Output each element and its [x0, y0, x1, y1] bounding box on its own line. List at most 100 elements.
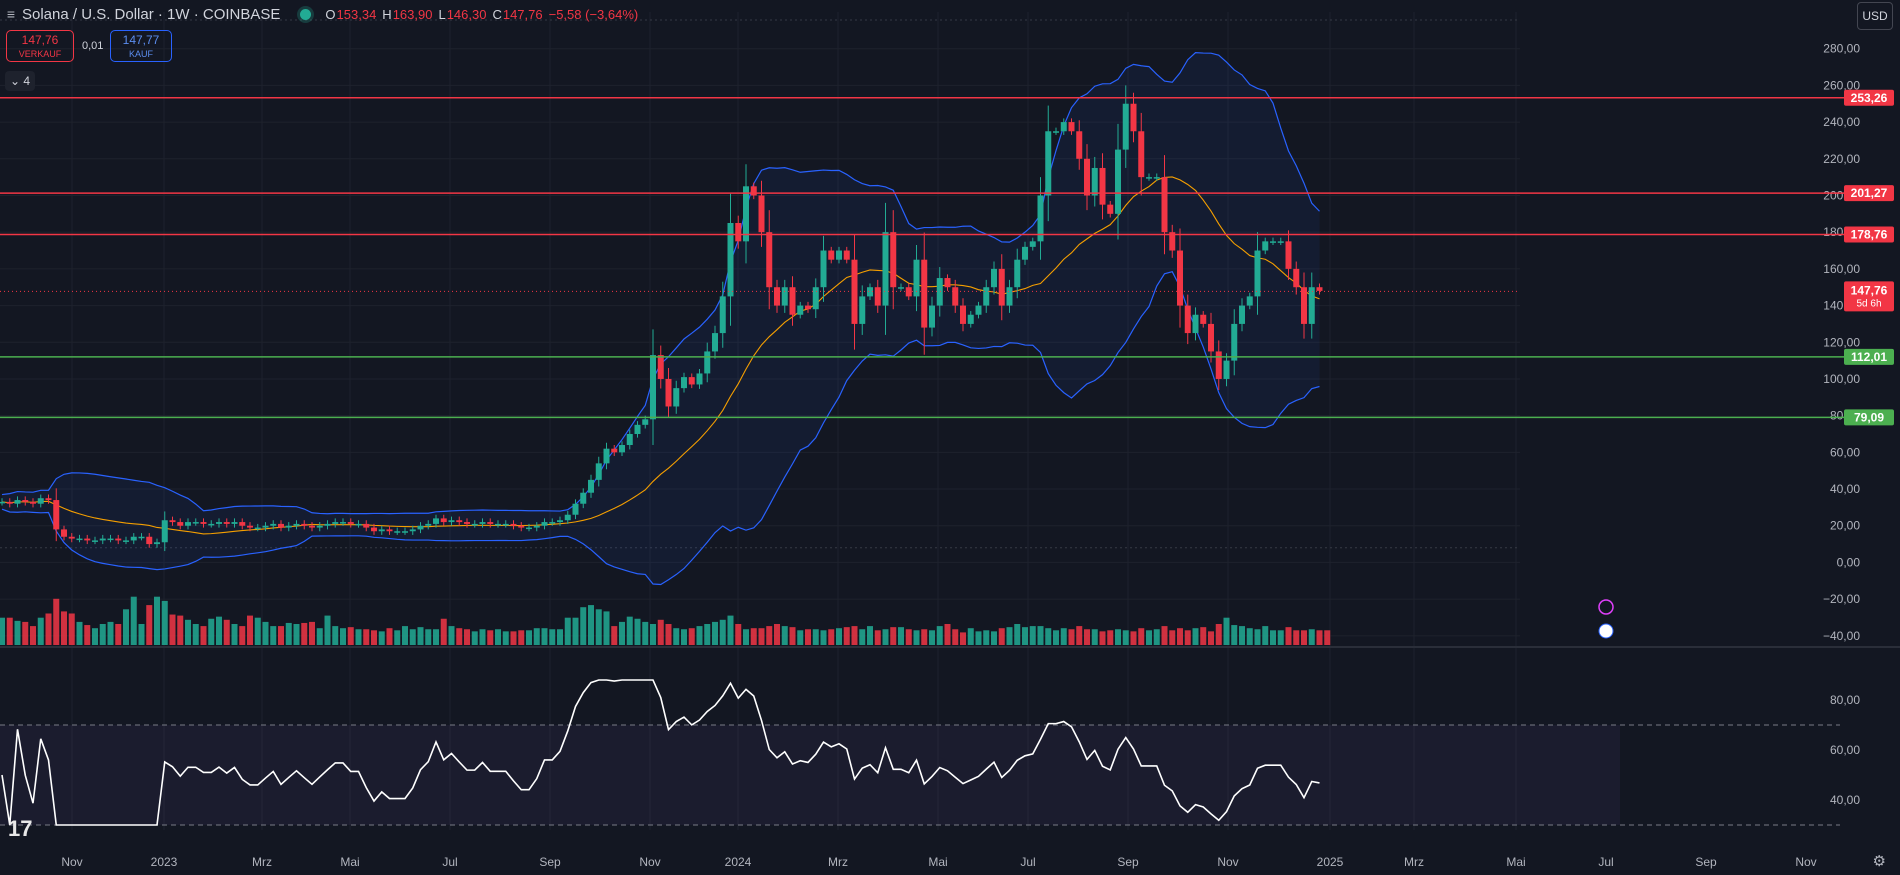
candle-body — [487, 522, 494, 524]
volume-bar — [123, 609, 129, 645]
level-label: 112,01 — [1851, 350, 1887, 364]
candle-body — [975, 305, 982, 315]
x-tick-label: Mai — [928, 855, 947, 869]
candle-body — [1316, 287, 1323, 291]
volume-bar — [735, 624, 742, 645]
volume-bar — [859, 629, 866, 645]
candle-body — [1301, 287, 1307, 324]
candle-body — [262, 525, 269, 528]
candle-body — [1200, 314, 1207, 324]
volume-bar — [471, 631, 478, 645]
candle-body — [208, 523, 215, 526]
buy-label: KAUF — [128, 49, 153, 59]
volume-bar — [820, 630, 827, 645]
volume-bar — [1277, 630, 1284, 645]
volume-bar — [991, 631, 997, 645]
volume-bar — [812, 629, 819, 645]
volume-bar — [1053, 630, 1059, 645]
volume-bar — [898, 627, 904, 645]
candle-body — [440, 518, 447, 523]
x-tick-label: Sep — [1695, 855, 1717, 869]
volume-bar — [1324, 630, 1331, 645]
volume-bar — [402, 626, 408, 645]
candle-body — [231, 522, 238, 524]
candle-body — [1122, 103, 1129, 150]
volume-bar — [154, 596, 160, 645]
candle-body — [1115, 149, 1121, 214]
candle-body — [192, 522, 199, 524]
volume-bar — [789, 627, 796, 645]
volume-bar — [1208, 631, 1214, 645]
volume-bar — [1192, 628, 1199, 645]
volume-bar — [177, 615, 184, 645]
volume-bar — [440, 618, 447, 645]
candle-body — [14, 500, 21, 504]
volume-bar — [76, 621, 83, 645]
volume-bar — [580, 607, 587, 645]
volume-bar — [611, 626, 618, 645]
settings-gear-icon[interactable]: ⚙ — [1872, 853, 1886, 870]
candle-body — [1208, 323, 1214, 352]
tradingview-logo-icon[interactable]: 17 — [8, 816, 33, 841]
volume-bar — [1099, 631, 1106, 645]
volume-bar — [1254, 629, 1261, 645]
volume-bar — [30, 626, 36, 645]
volume-bar — [270, 626, 277, 645]
candle-body — [712, 333, 718, 352]
candle-body — [270, 523, 277, 526]
sell-button[interactable]: 147,76 VERKAUF — [6, 30, 74, 62]
candle-body — [673, 388, 680, 407]
buy-button[interactable]: 147,77 KAUF — [110, 30, 172, 62]
volume-bar — [487, 630, 494, 645]
volume-bar — [130, 596, 137, 645]
volume-bar — [983, 630, 990, 645]
y-tick-label: 60,00 — [1830, 445, 1860, 459]
volume-bar — [1146, 630, 1152, 645]
volume-bar — [192, 624, 199, 645]
indicators-toggle[interactable]: ⌄ 4 — [5, 71, 35, 91]
candle-body — [200, 522, 207, 524]
volume-bar — [53, 598, 60, 645]
candle-body — [1246, 296, 1253, 306]
candle-body — [1076, 131, 1083, 159]
x-tick-label: Mrz — [1404, 855, 1424, 869]
candle-body — [549, 522, 556, 524]
level-label-bg — [1844, 226, 1894, 243]
candle-body — [851, 259, 858, 324]
candle-body — [278, 523, 284, 528]
volume-bar — [510, 631, 517, 645]
candle-body — [285, 525, 292, 528]
sell-price: 147,76 — [21, 33, 59, 47]
candle-body — [30, 501, 36, 504]
symbol-title[interactable]: Solana / U.S. Dollar · 1W · COINBASE — [22, 5, 281, 23]
menu-icon[interactable]: ≡ — [6, 6, 16, 22]
volume-bar — [1169, 630, 1176, 645]
volume-bar — [681, 629, 687, 645]
candle-body — [386, 529, 393, 532]
volume-bar — [1161, 626, 1168, 645]
candle-body — [169, 520, 176, 523]
volume-bar — [371, 630, 377, 645]
x-tick-label: Nov — [61, 855, 82, 869]
volume-bar — [1301, 630, 1307, 645]
candle-body — [456, 520, 463, 523]
x-tick-label: Mrz — [828, 855, 848, 869]
candle-body — [37, 498, 44, 504]
volume-bar — [309, 621, 315, 645]
candle-body — [92, 540, 98, 542]
x-tick-label: Mai — [340, 855, 359, 869]
volume-bar — [1223, 617, 1230, 645]
candle-body — [363, 523, 370, 528]
volume-bar — [657, 619, 664, 645]
volume-bar — [37, 617, 44, 645]
currency-selector[interactable]: USD — [1857, 2, 1893, 30]
volume-bar — [1107, 630, 1114, 645]
volume-bar — [564, 617, 571, 645]
volume-bar — [6, 617, 13, 645]
candle-body — [929, 305, 935, 328]
candle-body — [309, 525, 315, 528]
candle-body — [425, 523, 432, 526]
candle-body — [789, 287, 796, 315]
